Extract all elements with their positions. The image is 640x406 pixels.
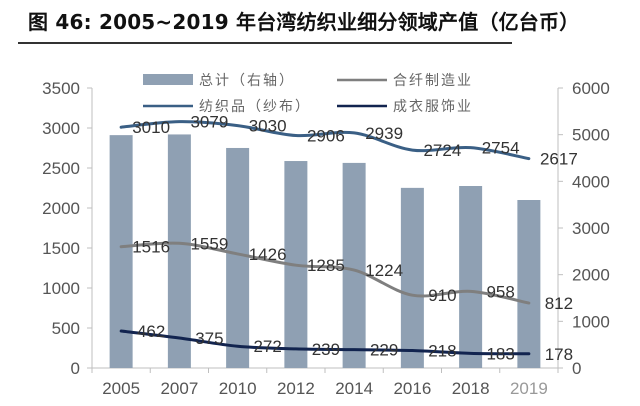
bar [400,187,424,368]
data-label: 910 [428,286,456,305]
data-label: 218 [428,342,456,361]
x-axis-tick-label: 2005 [102,379,140,398]
data-label: 272 [253,337,281,356]
legend-label-textile: 纺织品（纱布） [199,99,311,115]
right-axis-tick-label: 3000 [572,219,610,238]
bar [226,147,250,368]
series-line [119,241,531,305]
legend-label-synthetic: 合纤制造业 [393,73,473,89]
legend-label-total: 总计（右轴） [199,73,295,89]
left-axis-tick-label: 3500 [42,79,80,98]
bars [109,134,541,368]
data-label: 1559 [190,234,228,253]
bar [109,135,133,368]
axes: 0 500 1000 1500 2000 2500 3000 3500 0 1000 2000 300… [42,79,610,398]
title-rule [18,42,512,44]
x-axis-tick-label: 2010 [219,379,257,398]
data-label: 1285 [307,256,345,275]
bar [517,200,541,368]
lines [119,120,531,356]
data-label: 462 [137,322,165,341]
x-axis-tick-label: 2019 [510,379,548,398]
data-label: 958 [486,282,514,301]
right-axis-tick-label: 1000 [572,312,610,331]
data-label: 2906 [307,127,345,146]
data-label: 229 [370,341,398,360]
x-axis-tick-label: 2014 [335,379,373,398]
data-label: 239 [312,340,340,359]
x-axis-tick-label: 2018 [452,379,490,398]
legend-swatch-total [143,74,193,85]
data-label: 1224 [365,261,403,280]
chart-title: 图 46: 2005~2019 年台湾纺织业细分领域产值（亿台币） [28,10,580,34]
left-axis-tick-label: 500 [52,319,80,338]
data-label: 1426 [249,245,287,264]
right-axis-tick-label: 6000 [572,79,610,98]
left-axis-tick-label: 0 [71,359,80,378]
data-labels: 1516 1559 1426 1285 1224 910 958 812 3010 3079 303… [132,113,578,364]
left-axis-tick-label: 2000 [42,199,80,218]
data-label: 2724 [423,141,461,160]
left-axis-tick-label: 3000 [42,119,80,138]
left-axis-tick-label: 2500 [42,159,80,178]
series-line [119,120,531,161]
x-axis-tick-label: 2016 [393,379,431,398]
data-label: 1516 [132,238,170,257]
legend: 总计（右轴） 合纤制造业 纺织品（纱布） 成衣服饰业 [143,73,473,115]
data-label: 3079 [190,113,228,132]
left-axis-tick-label: 1500 [42,239,80,258]
left-axis-tick-label: 1000 [42,279,80,298]
right-axis-tick-label: 0 [572,359,581,378]
bar [459,186,483,368]
bar [342,162,366,368]
data-label: 812 [545,294,573,313]
data-label: 375 [195,329,223,348]
data-label: 3030 [249,117,287,136]
data-label: 178 [545,345,573,364]
series-line [119,329,531,356]
data-label: 2754 [482,139,520,158]
data-label: 3010 [132,118,170,137]
right-axis-tick-label: 2000 [572,266,610,285]
data-label: 2617 [540,150,578,169]
data-label: 2939 [365,124,403,143]
right-axis-tick-label: 4000 [572,172,610,191]
data-label: 183 [486,344,514,363]
right-axis-tick-label: 5000 [572,126,610,145]
bar [167,134,191,368]
legend-label-apparel: 成衣服饰业 [393,99,473,115]
x-axis-tick-label: 2007 [160,379,198,398]
x-axis-tick-label: 2012 [277,379,315,398]
